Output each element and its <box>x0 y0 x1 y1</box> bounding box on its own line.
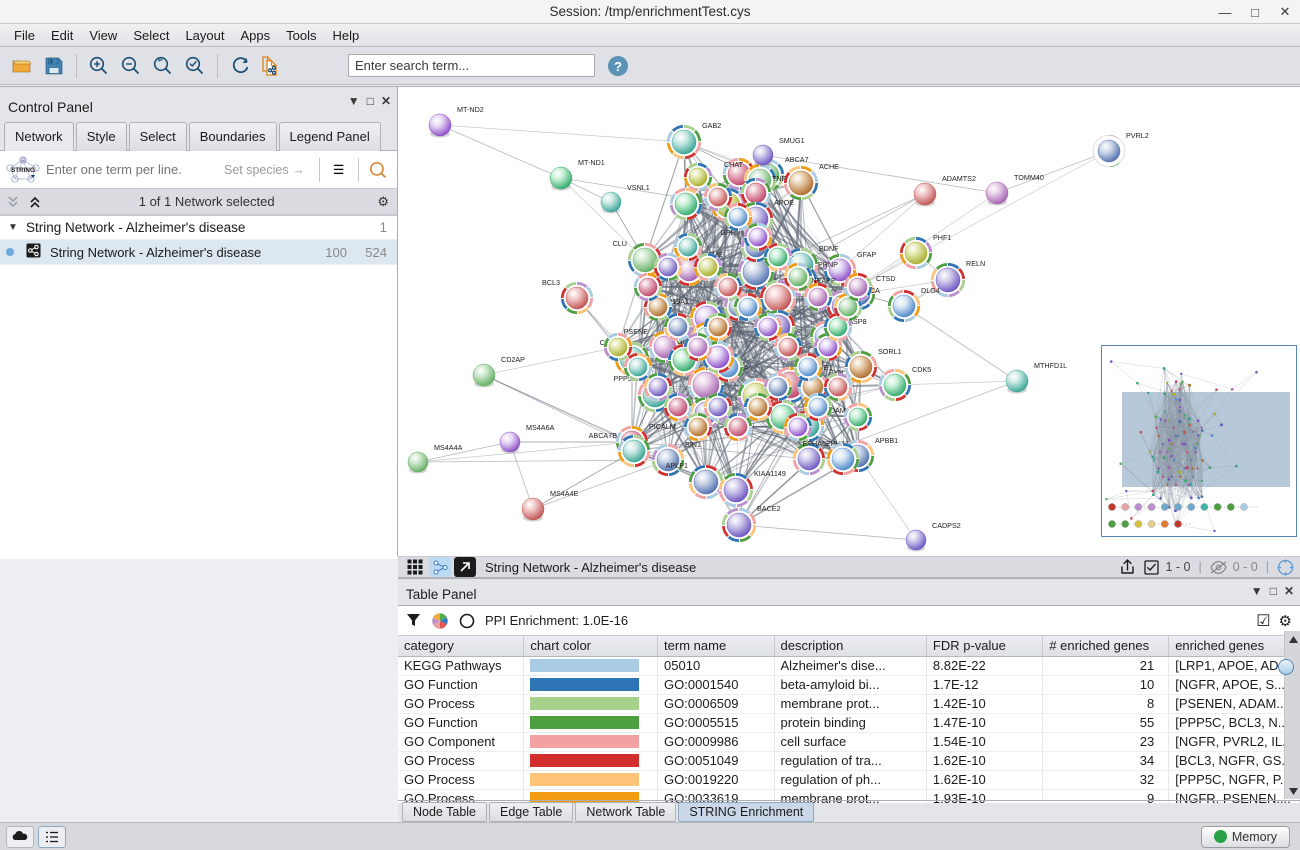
svg-text:CTSD: CTSD <box>876 274 896 283</box>
svg-text:TOMM40: TOMM40 <box>1014 173 1044 182</box>
svg-text:MS4A4E: MS4A4E <box>550 489 579 498</box>
svg-text:DLG4: DLG4 <box>921 286 940 295</box>
svg-text:PHF1: PHF1 <box>933 233 951 242</box>
svg-text:ABCA7B: ABCA7B <box>589 431 618 440</box>
svg-text:PVRL2: PVRL2 <box>1126 131 1149 140</box>
svg-text:SMUG1: SMUG1 <box>779 136 805 145</box>
svg-text:EPHA5: EPHA5 <box>802 439 826 448</box>
svg-text:BACE2: BACE2 <box>757 504 781 513</box>
svg-text:CDK5: CDK5 <box>912 365 931 374</box>
svg-text:ADAMTS2: ADAMTS2 <box>942 174 976 183</box>
svg-text:CADPS2: CADPS2 <box>932 521 961 530</box>
svg-text:VSNL1: VSNL1 <box>627 183 650 192</box>
svg-text:RELN: RELN <box>966 259 985 268</box>
svg-text:BCL3: BCL3 <box>542 278 560 287</box>
svg-text:PSENE: PSENE <box>624 327 649 336</box>
svg-text:ACHE: ACHE <box>819 162 839 171</box>
svg-text:PRNP: PRNP <box>818 260 838 269</box>
svg-text:TNF: TNF <box>772 174 787 183</box>
svg-text:MS4A6A: MS4A6A <box>526 423 555 432</box>
svg-text:MS4A4A: MS4A4A <box>434 443 463 452</box>
svg-text:CHAT: CHAT <box>724 160 744 169</box>
svg-text:APOE: APOE <box>774 198 794 207</box>
svg-text:BIN1: BIN1 <box>685 440 701 449</box>
svg-text:STRING: STRING <box>11 167 35 174</box>
svg-text:MT-ND1: MT-ND1 <box>578 158 605 167</box>
svg-text:APLP1: APLP1 <box>666 461 688 470</box>
svg-text:PICALM: PICALM <box>649 422 676 431</box>
svg-text:MTHFD1L: MTHFD1L <box>1034 361 1067 370</box>
svg-text:SORL1: SORL1 <box>878 347 902 356</box>
svg-text:MT-ND2: MT-ND2 <box>457 105 484 114</box>
svg-text:APBB1: APBB1 <box>875 436 898 445</box>
svg-text:BDNF: BDNF <box>819 244 839 253</box>
svg-text:KIAA1149: KIAA1149 <box>754 469 786 478</box>
svg-text:?: ? <box>614 59 622 74</box>
svg-text:GAB2: GAB2 <box>702 121 721 130</box>
svg-text:CD2AP: CD2AP <box>501 355 525 364</box>
svg-text:GFAP: GFAP <box>857 250 876 259</box>
svg-text:CLU: CLU <box>613 239 627 248</box>
svg-text:ABCA7: ABCA7 <box>785 155 809 164</box>
